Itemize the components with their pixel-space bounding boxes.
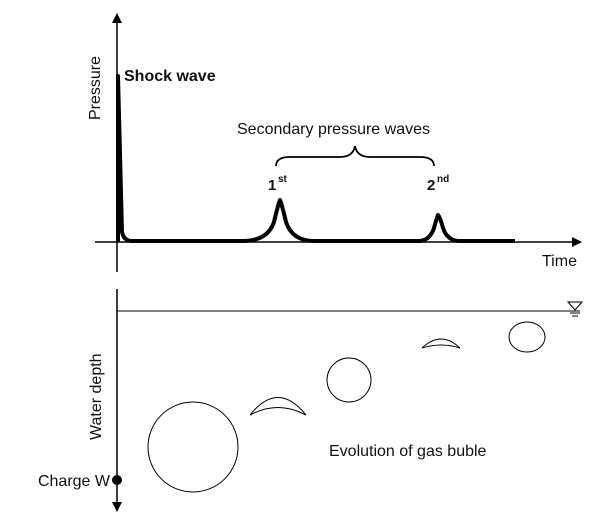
bubble-label: Evolution of gas buble [329,443,487,460]
bubble [147,401,239,493]
second-number: 2 [427,177,435,194]
bubble-collapsed [249,397,307,416]
charge-label: Charge W [38,473,111,490]
depth-label: Water depth [88,353,105,440]
brace [275,145,435,167]
bubble [326,357,372,403]
pressure-curve [116,74,515,243]
bubble [508,321,546,353]
first-number: 1 [268,177,276,194]
y-axis-label: Pressure [87,56,104,120]
shock-label: Shock wave [124,68,216,85]
bubble-collapsed [421,338,461,349]
secondary-label: Secondary pressure waves [237,121,430,138]
charge [112,475,122,485]
x-axis-label: Time [542,253,577,270]
water-symbol [566,301,584,317]
second-suffix: nd [437,174,449,185]
first-suffix: st [278,174,288,185]
